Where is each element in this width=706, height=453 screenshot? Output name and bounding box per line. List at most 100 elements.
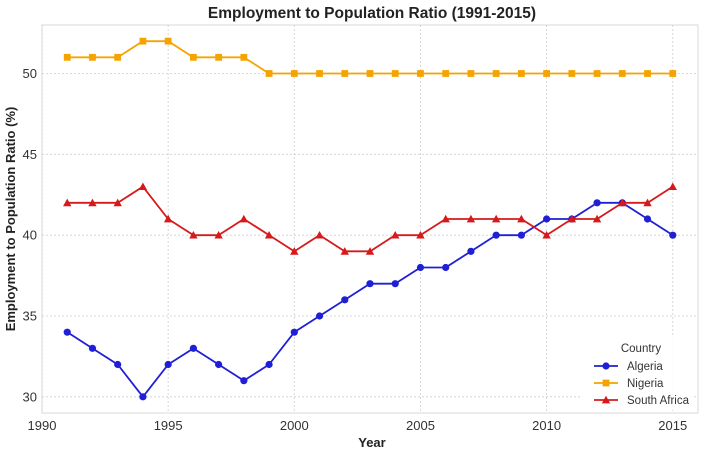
legend-marker [601,395,611,404]
data-point-nigeria [366,70,374,77]
data-point-algeria [543,215,551,223]
data-point-south-africa [290,247,299,255]
y-axis-label: Employment to Population Ratio (%) [3,107,18,332]
data-point-algeria [114,360,122,369]
data-point-south-africa [592,214,602,223]
data-point-nigeria [240,53,248,61]
data-point-nigeria [89,53,96,61]
data-point-south-africa [113,198,122,207]
data-point-algeria [366,280,374,288]
data-point-nigeria [164,37,172,45]
data-point-algeria [593,199,601,207]
series-layer [63,37,677,401]
x-axis-label: Year [358,435,385,450]
series-line-south-africa [67,185,674,253]
x-tick-label: 2010 [532,418,561,433]
legend-marker [602,379,610,387]
data-point-algeria [416,263,425,272]
data-point-nigeria [391,70,399,77]
y-tick-labels: 30 35 40 45 50 [23,66,37,404]
legend-label: Nigeria [627,378,664,390]
data-point-nigeria [442,70,450,77]
data-point-algeria [240,377,248,385]
data-point-nigeria [618,70,626,77]
x-tick-label: 2005 [406,418,435,433]
data-point-algeria [290,328,298,336]
data-point-nigeria [63,53,71,61]
data-point-nigeria [417,70,424,77]
data-point-algeria [265,360,273,369]
data-point-south-africa [416,230,425,239]
y-tick-label: 50 [23,66,37,81]
x-tick-label: 1995 [154,418,183,433]
data-point-south-africa [618,198,627,207]
x-tick-labels: 1990 1995 2000 2005 2010 2015 [28,418,688,433]
data-point-nigeria [189,53,197,61]
data-point-algeria [88,344,97,352]
legend-item-south-africa: South Africa [594,395,690,407]
data-point-nigeria [265,70,273,77]
data-point-nigeria [316,70,323,77]
data-point-south-africa [643,198,652,207]
x-tick-label: 1990 [28,418,57,433]
data-point-algeria [215,360,223,369]
data-point-nigeria [517,70,525,77]
legend-label: Algeria [627,361,663,373]
data-point-south-africa [517,214,526,223]
legend-item-nigeria: Nigeria [594,378,664,390]
data-point-algeria [63,328,71,336]
y-tick-label: 35 [23,309,37,324]
series-line-nigeria [67,40,673,75]
y-tick-label: 40 [23,228,37,243]
data-point-south-africa [567,214,577,223]
data-point-nigeria [215,53,223,61]
data-point-south-africa [138,182,148,191]
data-point-nigeria [644,70,651,77]
data-point-nigeria [543,70,551,77]
data-point-south-africa [214,230,223,239]
data-point-algeria [442,263,450,272]
data-point-south-africa [542,230,551,239]
data-point-south-africa [441,214,450,223]
data-point-nigeria [341,70,349,77]
data-point-south-africa [391,230,400,239]
data-point-algeria [517,231,525,239]
data-point-algeria [492,231,500,239]
data-point-nigeria [467,70,475,77]
data-point-algeria [669,231,677,239]
legend-box [582,336,694,410]
y-tick-label: 30 [23,389,37,404]
data-point-nigeria [568,70,576,77]
data-point-nigeria [290,70,298,77]
data-point-algeria [391,280,399,288]
data-point-south-africa [88,198,97,207]
data-point-nigeria [139,37,147,45]
series-line-algeria [66,201,674,398]
data-point-south-africa [340,247,349,255]
data-point-nigeria [669,70,677,77]
x-tick-label: 2015 [658,418,687,433]
data-point-south-africa [365,247,375,255]
legend-items: Algeria Nigeria South Africa [594,361,690,407]
series-south-africa [63,182,677,255]
data-point-nigeria [114,53,122,61]
series-algeria [63,199,677,401]
chart-title: Employment to Population Ratio (1991-201… [208,5,536,22]
data-point-nigeria [492,70,500,77]
data-point-algeria [164,360,172,369]
data-point-south-africa [264,230,274,239]
data-point-south-africa [189,230,198,239]
legend-item-algeria: Algeria [594,361,663,373]
legend-title: Country [621,343,662,355]
data-point-south-africa [239,214,249,223]
data-point-algeria [139,393,147,401]
data-point-algeria [315,312,324,320]
data-point-algeria [467,247,475,255]
legend: Country Algeria Nigeria South Africa [582,336,694,410]
data-point-south-africa [315,230,324,239]
data-point-algeria [643,215,652,223]
data-point-algeria [189,344,197,352]
legend-marker [602,362,610,370]
y-tick-label: 45 [23,147,37,162]
